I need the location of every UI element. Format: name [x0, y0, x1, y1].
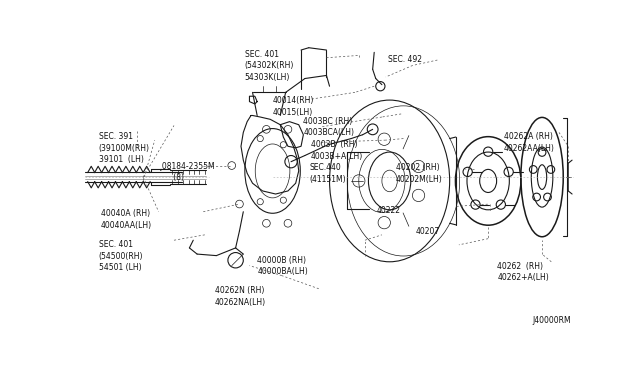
Text: SEC. 391
(39100M(RH)
39101  (LH): SEC. 391 (39100M(RH) 39101 (LH): [99, 132, 150, 164]
Text: SEC. 492: SEC. 492: [388, 55, 422, 64]
Text: 40222: 40222: [376, 206, 401, 215]
Text: 40262  (RH)
40262+A(LH): 40262 (RH) 40262+A(LH): [497, 262, 549, 282]
Text: 4003BC (RH)
4003BCA(LH): 4003BC (RH) 4003BCA(LH): [303, 117, 355, 138]
Text: 40262A (RH)
40262AA(LH): 40262A (RH) 40262AA(LH): [504, 132, 554, 153]
Text: 40202 (RH)
40202M(LH): 40202 (RH) 40202M(LH): [396, 163, 442, 184]
Text: 40040A (RH)
40040AA(LH): 40040A (RH) 40040AA(LH): [101, 209, 152, 230]
Text: 40014(RH)
40015(LH): 40014(RH) 40015(LH): [273, 96, 314, 117]
Text: SEC. 401
(54500(RH)
54501 (LH): SEC. 401 (54500(RH) 54501 (LH): [99, 240, 143, 272]
Text: SEC. 401
(54302K(RH)
54303K(LH): SEC. 401 (54302K(RH) 54303K(LH): [245, 50, 294, 82]
Text: 40000B (RH)
40000BA(LH): 40000B (RH) 40000BA(LH): [257, 256, 308, 276]
Text: SEC.440
(41151M): SEC.440 (41151M): [310, 163, 346, 184]
Text: 40207: 40207: [416, 227, 440, 236]
Text: J40000RM: J40000RM: [532, 316, 570, 325]
Text: 40262N (RH)
40262NA(LH): 40262N (RH) 40262NA(LH): [215, 286, 266, 307]
Text: ¸08184-2355M
      (8): ¸08184-2355M (8): [159, 162, 215, 182]
Text: 4003B  (RH)
4003B+A(LH): 4003B (RH) 4003B+A(LH): [311, 140, 364, 161]
